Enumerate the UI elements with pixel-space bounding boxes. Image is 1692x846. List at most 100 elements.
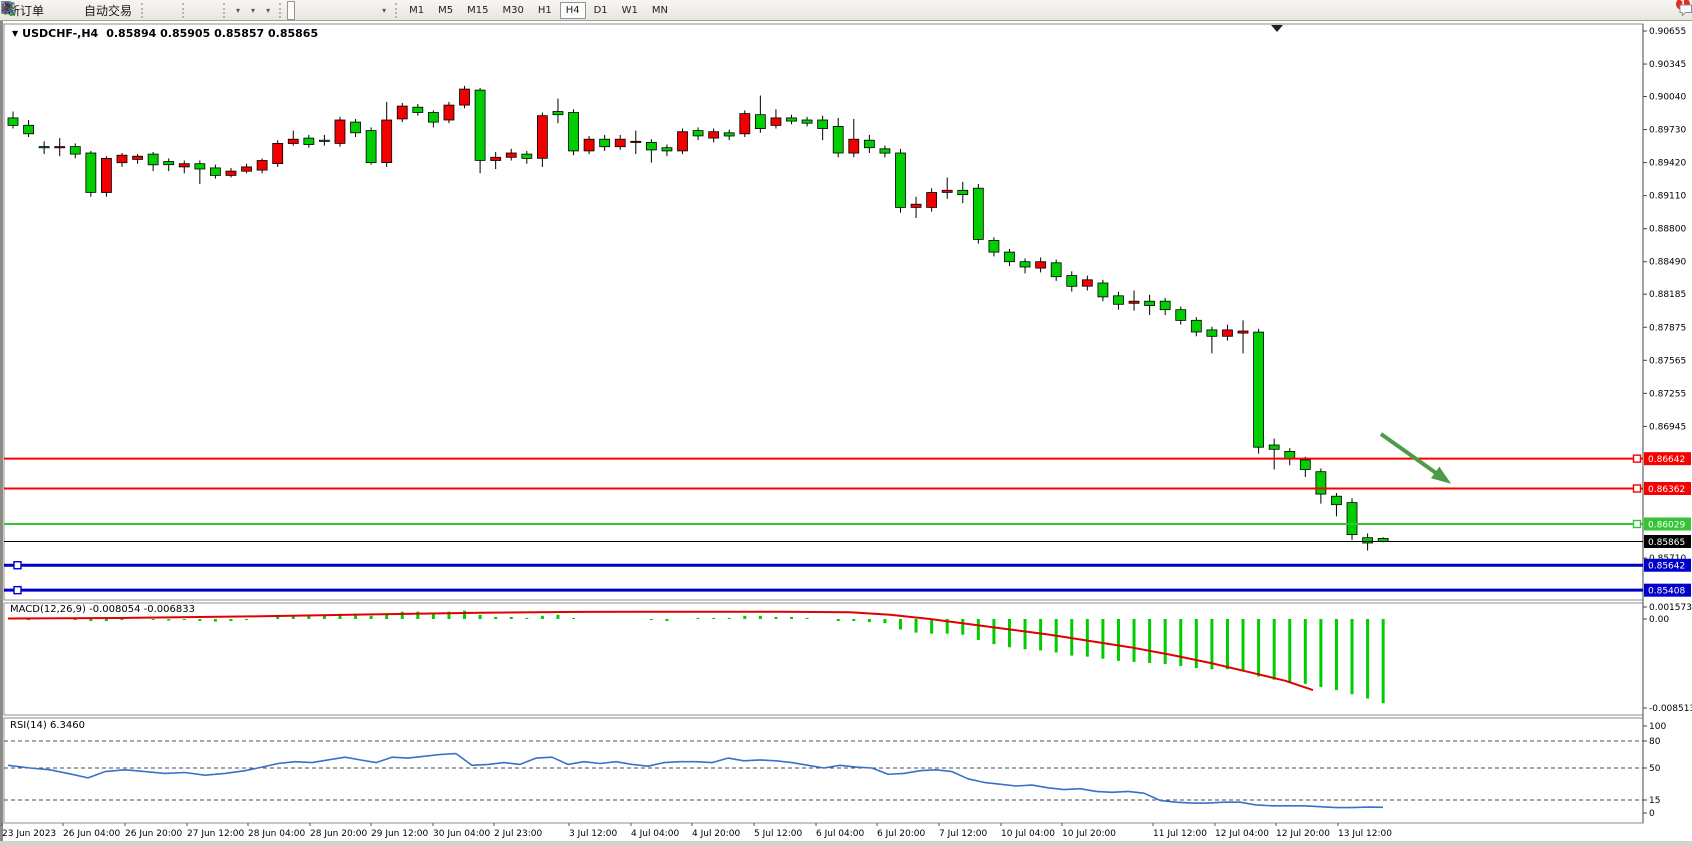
crosshair-button[interactable] [2,1,305,20]
timeframe-mn-button[interactable]: MN [651,4,669,16]
channel-button[interactable]: E [1,1,345,20]
zoom-in-button[interactable] [1,1,198,20]
candle-body [1346,502,1358,536]
candle-body [178,163,190,168]
dropdown-arrow-icon[interactable]: ▾ [382,5,387,15]
rsi-indicator-label: RSI(14) 6.3460 [10,720,85,731]
horizontal-line-button[interactable] [2,1,325,20]
candle-body [739,113,751,135]
trend-arrow-head[interactable] [1431,466,1452,484]
text-label-button[interactable]: T [1,1,375,20]
candle-chart-button[interactable] [2,1,167,20]
candle-body [272,142,284,164]
zoom-out-button[interactable] [1,1,208,20]
date-tick-label: 2 Jul 23:00 [494,829,543,839]
date-tick-label: 4 Jul 04:00 [631,829,680,839]
timeframe-m5-button[interactable]: M5 [438,4,454,16]
toolbar-separator [279,2,282,18]
candle-body [910,203,922,208]
chat-icon [1679,4,1692,17]
macd-tick-label: 0.00 [1649,615,1669,625]
level-price-box [1644,583,1691,597]
dropdown-arrow-icon[interactable]: ▾ [266,5,271,15]
bar-chart-button[interactable] [2,1,157,20]
candle-body [972,187,984,240]
level-handle[interactable] [13,585,22,595]
level-price-box [1644,517,1691,531]
level-handle[interactable] [1632,519,1642,529]
trendline-button[interactable] [2,1,335,20]
candle-body [381,119,393,163]
timeframe-m1-button[interactable]: M1 [409,4,425,16]
trend-arrow-shaft[interactable] [1379,432,1445,480]
candle-body [38,146,50,149]
svg-text:A: A [3,2,13,17]
vertical-line-button[interactable] [7,1,315,20]
text-button[interactable]: A [3,1,365,20]
notifications-button[interactable]: 1 [1675,0,1692,20]
terminal-button[interactable] [1,1,68,20]
candle-body [708,131,720,139]
timeframe-h4-button[interactable]: H4 [559,1,586,19]
candle-body [23,124,34,135]
arrows-button[interactable]: ▾ [2,1,390,20]
candle-body [163,161,175,166]
candle-body [1206,329,1218,337]
candle-body [661,147,673,152]
macd-panel[interactable] [3,602,1644,716]
timeframe-w1-button[interactable]: W1 [621,4,638,16]
line-chart-button[interactable] [1,1,177,20]
chart-ohlc-values: 0.85894 0.85905 0.85857 0.85865 [106,27,319,40]
timeframe-d1-button[interactable]: D1 [593,4,608,16]
candle-body [365,130,377,164]
candle-body [879,148,891,154]
new-chart-button[interactable]: ▾ [1,1,244,20]
candle-body [614,138,626,148]
price-tick-label: 0.89110 [1649,192,1686,202]
candle-body [210,167,221,176]
date-tick-label: 10 Jul 04:00 [1001,829,1055,839]
candle-body [1050,262,1062,278]
candle-body [1019,261,1031,268]
candle-body [1315,471,1327,495]
chart-shift-marker[interactable] [1271,25,1283,32]
toolbar-separator [182,2,185,18]
level-handle[interactable] [1632,484,1642,493]
level-handle[interactable] [13,561,22,570]
candle-body [521,153,533,159]
macd-tick-label: -0.008513 [1649,704,1692,714]
candle-body [7,117,19,126]
tile-windows-button[interactable] [2,1,218,20]
auto-trading-button[interactable]: 自动交易 [1,1,136,20]
candle-body [645,141,657,151]
timeframe-h1-button[interactable]: H1 [537,4,552,16]
candle-body [1081,279,1093,287]
periods-button[interactable]: ▾ [1,1,259,20]
candle-body [459,88,470,106]
timeframe-m30-button[interactable]: M30 [502,4,524,16]
rsi-tick-label: 50 [1649,764,1661,774]
candle-body [194,163,206,170]
date-tick-label: 5 Jul 12:00 [754,829,803,839]
collapse-triangle-icon[interactable]: ▼ [12,29,19,38]
text-icon: A [3,2,13,17]
level-price-box [1644,452,1691,466]
main-chart-panel[interactable] [3,23,1644,601]
candle-body [848,138,860,154]
cleanup-button[interactable] [1,1,58,20]
candle-body [941,189,953,193]
fibonacci-button[interactable]: F [1,1,355,20]
date-tick-label: 28 Jun 04:00 [248,829,305,839]
cursor-button[interactable] [5,0,296,20]
signal-button[interactable] [2,1,78,20]
templates-button[interactable]: ▾ [1,1,274,20]
dropdown-arrow-icon[interactable]: ▾ [251,5,256,15]
rsi-panel[interactable] [3,717,1644,824]
level-handle[interactable] [1632,454,1642,463]
dropdown-arrow-icon[interactable]: ▾ [236,5,241,15]
timeframe-m15-button[interactable]: M15 [467,4,489,16]
search-button[interactable] [1,1,1671,20]
candle-body [863,139,875,149]
